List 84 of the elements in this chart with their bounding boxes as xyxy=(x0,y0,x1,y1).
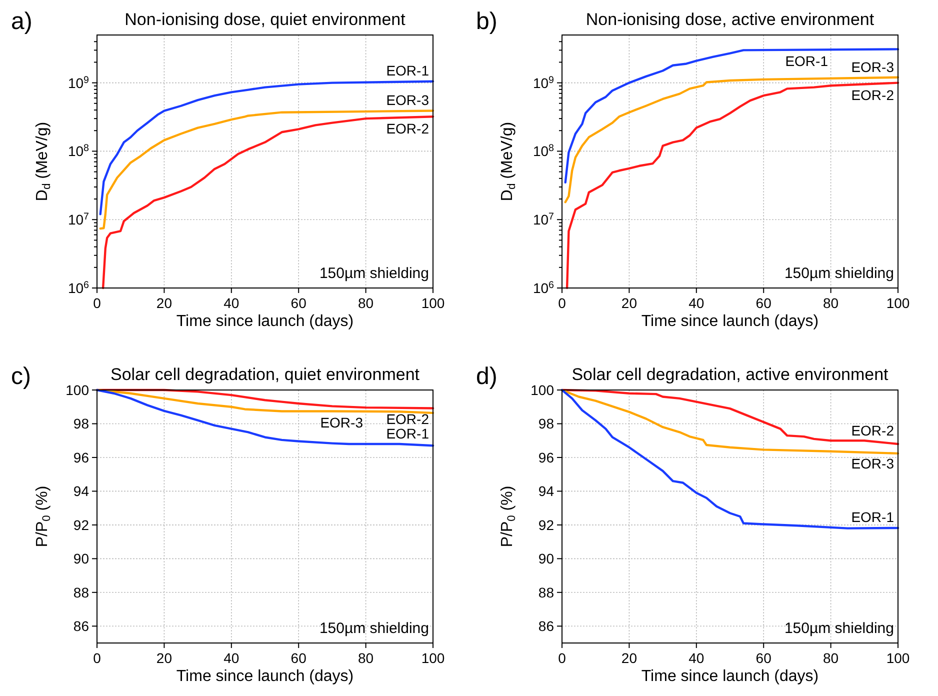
x-tick-label: 20 xyxy=(156,295,172,311)
annotation: 150µm shielding xyxy=(784,265,894,282)
y-tick-label: 10$^{6}$ xyxy=(68,280,90,296)
y-tick-label: 10$^{9}$ xyxy=(532,74,554,91)
line-series xyxy=(560,388,900,530)
y-tick-label: 10$^{8}$ xyxy=(68,142,90,160)
y-tick-label: 96 xyxy=(538,449,554,466)
x-tick-label: 40 xyxy=(688,295,704,311)
x-tick-label: 60 xyxy=(290,650,307,666)
y-tick-label: 92 xyxy=(73,516,90,533)
x-axis-title: Time since launch (days) xyxy=(176,668,354,685)
series-label: EOR-1 xyxy=(386,425,430,442)
series-label: EOR-1 xyxy=(785,52,828,69)
series-label: EOR-2 xyxy=(386,410,430,427)
y-tick-label: 10$^{9}$ xyxy=(68,74,89,91)
x-tick-label: 20 xyxy=(621,650,638,666)
x-tick-label: 100 xyxy=(886,295,910,311)
y-tick-label: 86 xyxy=(73,618,90,634)
text: b) xyxy=(476,8,498,35)
chart-title: Solar cell degradation, quiet environment xyxy=(110,365,420,384)
y-tick-label: 90 xyxy=(73,550,90,567)
x-tick-label: 60 xyxy=(756,650,772,666)
y-tick-label: 94 xyxy=(538,483,554,500)
x-tick-label: 80 xyxy=(823,650,839,666)
y-tick-label: 92 xyxy=(538,516,554,533)
text: d) xyxy=(476,363,498,390)
x-tick-label: 80 xyxy=(358,650,374,666)
line-series xyxy=(96,388,434,447)
x-tick-label: 60 xyxy=(290,295,307,311)
y-tick-label: 10$^{7}$ xyxy=(532,211,554,228)
y-tick-label: 98 xyxy=(538,416,554,432)
series-label: EOR-2 xyxy=(386,120,430,136)
x-tick-label: 100 xyxy=(886,650,910,666)
series-label: EOR-1 xyxy=(386,62,430,79)
series-label: EOR-2 xyxy=(851,422,894,438)
text: c) xyxy=(11,363,31,390)
y-tick-label: 96 xyxy=(73,449,90,466)
line-series xyxy=(564,76,900,204)
y-tick-label: 94 xyxy=(73,483,90,500)
series-label: EOR-3 xyxy=(851,58,894,75)
chart-title: Non-ionising dose, active environment xyxy=(586,10,874,29)
x-tick-label: 80 xyxy=(823,295,839,311)
x-tick-label: 0 xyxy=(93,295,102,311)
x-tick-label: 40 xyxy=(688,650,704,666)
y-tick-label: 100 xyxy=(66,382,90,398)
annotation: 150µm shielding xyxy=(784,620,894,637)
x-tick-label: 40 xyxy=(224,650,240,666)
series-label: EOR-3 xyxy=(320,414,364,430)
text: a) xyxy=(11,8,32,35)
x-tick-label: 80 xyxy=(358,295,374,311)
x-tick-label: 0 xyxy=(558,295,566,311)
series-label: EOR-3 xyxy=(386,92,430,108)
x-axis-title: Time since launch (days) xyxy=(176,313,354,330)
y-tick-label: 10$^{6}$ xyxy=(532,280,555,296)
y-tick-label: 90 xyxy=(538,550,554,567)
y-tick-label: 88 xyxy=(538,584,554,600)
line-series xyxy=(564,48,900,184)
annotation: 150µm shielding xyxy=(319,620,429,637)
x-tick-label: 20 xyxy=(156,650,172,666)
x-tick-label: 100 xyxy=(421,295,445,311)
line-series xyxy=(99,110,434,230)
x-axis-title: Time since launch (days) xyxy=(641,668,819,685)
x-tick-label: 100 xyxy=(421,650,445,666)
annotation: 150µm shielding xyxy=(319,265,429,282)
line-series xyxy=(102,116,434,290)
line-series xyxy=(99,80,434,216)
y-tick-label: 10$^{7}$ xyxy=(68,211,89,228)
series-label: EOR-3 xyxy=(851,456,894,472)
x-tick-label: 0 xyxy=(93,650,102,666)
x-tick-label: 0 xyxy=(558,650,566,666)
chart-title: Solar cell degradation, active environment xyxy=(572,365,889,384)
x-tick-label: 40 xyxy=(224,295,240,311)
x-tick-label: 20 xyxy=(621,295,638,311)
chart-title: Non-ionising dose, quiet environment xyxy=(124,10,406,29)
line-series xyxy=(566,82,900,290)
x-axis-title: Time since launch (days) xyxy=(641,313,819,330)
y-tick-label: 100 xyxy=(530,382,554,398)
y-tick-label: 88 xyxy=(73,584,90,600)
series-label: EOR-2 xyxy=(851,86,894,103)
y-tick-label: 98 xyxy=(73,416,90,432)
y-tick-label: 10$^{8}$ xyxy=(532,142,555,160)
y-tick-label: 86 xyxy=(538,618,554,634)
series-label: EOR-1 xyxy=(851,509,894,526)
x-tick-label: 60 xyxy=(756,295,772,311)
